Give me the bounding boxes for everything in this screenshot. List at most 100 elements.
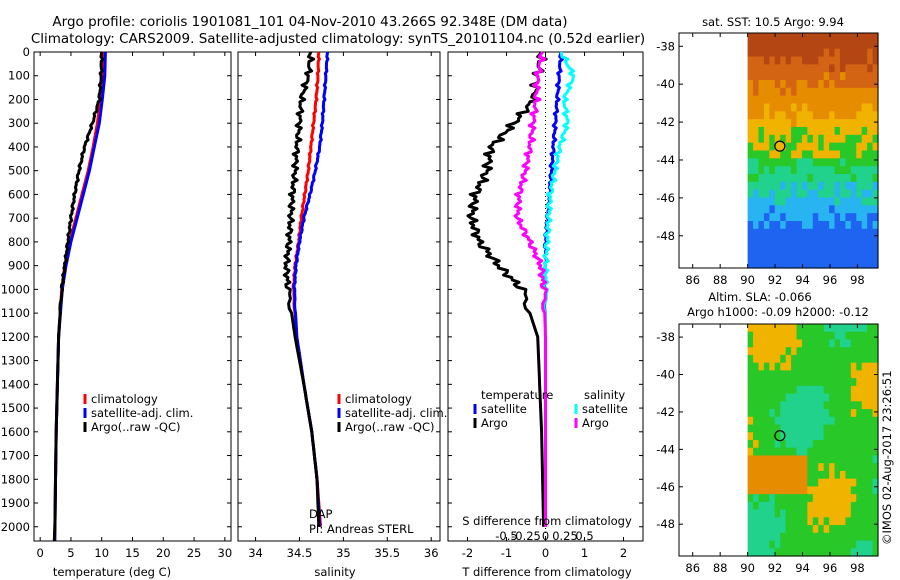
sla-map-subtitle: Argo h1000: -0.09 h2000: -0.12 [687, 305, 869, 319]
sla_map-cell [758, 486, 765, 495]
sst_map-cell [796, 142, 803, 152]
sst_map-cell [753, 64, 760, 73]
sla_map-cell [780, 416, 787, 426]
sla_map-cell [829, 532, 836, 542]
sla_map-cell [753, 347, 760, 356]
sst_map-cell [823, 189, 830, 199]
sla_map-cell [867, 385, 874, 395]
sst_map-cell [801, 244, 808, 253]
sla_map-cell [774, 362, 781, 371]
sst_map-cell [856, 158, 863, 167]
sst_map-cell [758, 197, 765, 206]
sla_map-cell [829, 486, 836, 495]
depth-tick-label: 800 [8, 235, 30, 249]
sla_map-cell [796, 393, 803, 402]
sla_map-cell [812, 540, 819, 549]
sla_map-cell [845, 532, 852, 542]
sla_map-cell [785, 455, 792, 464]
sst_map-cell [839, 228, 846, 238]
sst_map-cell [785, 64, 792, 73]
temperature-xtick-label: 0 [36, 546, 43, 560]
sla_map-cell [818, 432, 825, 441]
sst_map-cell [785, 48, 792, 58]
sla_map-cell [829, 540, 836, 549]
sla_map-cell [867, 447, 874, 457]
sla_map-cell [850, 324, 857, 333]
sst_map-cell [818, 142, 825, 152]
sst_map-cell [850, 80, 857, 89]
sla_map-cell [753, 478, 760, 487]
sla_map-cell [769, 378, 776, 387]
sst_map-cell [796, 158, 803, 167]
sst_map-cell [747, 80, 754, 89]
sla_map-cell [785, 347, 792, 356]
sst_map-cell [758, 103, 765, 112]
sla-map-title: Altim. SLA: -0.066 [708, 290, 812, 304]
sla_map-cell [812, 354, 819, 364]
sla_map-cell [753, 331, 760, 341]
sla_map-cell [774, 339, 781, 348]
sla_map-cell [867, 409, 874, 418]
sst_map-cell [872, 48, 879, 58]
sst_map-cell [823, 87, 830, 97]
sst_map-cell [758, 205, 765, 214]
sla_map-ytick-label: -48 [656, 517, 675, 531]
sla_map-cell [856, 494, 863, 503]
sst_map-cell [856, 213, 863, 222]
sla_map-cell [801, 463, 808, 472]
sla_map-cell [812, 370, 819, 379]
sst_map-cell [763, 127, 770, 136]
sla_map-cell [769, 447, 776, 457]
sst_map-cell [747, 252, 754, 261]
sla_map-cell [818, 447, 825, 457]
sla_map-cell [861, 424, 868, 433]
sst_map-cell [834, 80, 841, 89]
sla_map-cell [785, 331, 792, 341]
sst_map-cell [791, 134, 798, 144]
sst_map-cell [823, 72, 830, 81]
sla_map-cell [867, 324, 874, 333]
sla_map-cell [769, 409, 776, 418]
sst_map-cell [850, 127, 857, 136]
sst_map-frame [678, 32, 879, 269]
sst_map-cell [791, 33, 798, 42]
sla_map-cell [850, 540, 857, 549]
sst_map-cell [872, 40, 879, 50]
sla_map-cell [839, 517, 846, 526]
sla_map-cell [818, 478, 825, 487]
sst_map-cell [856, 189, 863, 199]
sla_map-cell [801, 362, 808, 371]
temperature-xtick-label: 20 [156, 546, 171, 560]
sst_map-cell [774, 142, 781, 152]
sst_map-cell [872, 189, 879, 199]
sla_map-cell [763, 525, 770, 534]
sst_map-cell [753, 244, 760, 253]
sst_map-cell [753, 252, 760, 261]
sst_map-cell [872, 205, 879, 214]
sst_map-cell [785, 142, 792, 152]
sla_map-cell [839, 540, 846, 549]
sst_map-cell [807, 111, 814, 120]
sla_map-cell [823, 540, 830, 549]
s-diff-tick-label: 0.25 [552, 529, 578, 543]
sst_map-cell [867, 72, 874, 81]
sst_map-cell [747, 56, 754, 65]
sla_map-cell [872, 432, 879, 441]
sst_map-cell [763, 33, 770, 42]
sla_map-cell [769, 416, 776, 426]
sst_map-cell [753, 33, 760, 42]
sst_map-ytick-label: -40 [656, 77, 675, 91]
sla_map-cell [780, 494, 787, 503]
sst_map-cell [861, 221, 868, 230]
sst_map-cell [818, 174, 825, 183]
sla_map-cell [769, 401, 776, 410]
sla_map-cell [758, 447, 765, 457]
sst_map-xtick-label: 90 [740, 273, 755, 287]
sst_map-cell [818, 197, 825, 206]
sst_map-cell [747, 33, 754, 42]
sla_map-cell [823, 370, 830, 379]
sla_map-cell [796, 354, 803, 364]
sla_map-cell [791, 509, 798, 518]
sla_map-cell [807, 486, 814, 495]
sst_map-cell [769, 174, 776, 183]
